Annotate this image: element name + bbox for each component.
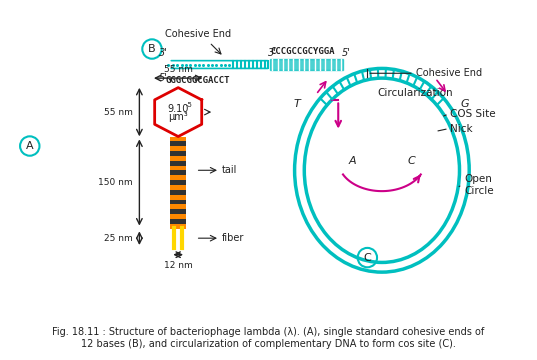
Text: 55 nm: 55 nm — [164, 65, 193, 74]
Text: 5': 5' — [159, 73, 168, 83]
Text: Open
Circle: Open Circle — [465, 174, 494, 195]
Text: C: C — [407, 156, 415, 166]
Text: μm³: μm³ — [168, 112, 188, 122]
Text: Fig. 18.11 : Structure of bacteriophage lambda (λ). (A), single standard cohesiv: Fig. 18.11 : Structure of bacteriophage … — [52, 328, 484, 349]
Text: A: A — [26, 141, 34, 151]
Text: 3': 3' — [268, 48, 277, 58]
Bar — [170, 209, 186, 214]
Text: 12 nm: 12 nm — [164, 261, 193, 270]
Bar — [170, 175, 186, 180]
Text: B: B — [148, 44, 156, 54]
Text: 3': 3' — [159, 48, 168, 58]
Text: G: G — [460, 99, 469, 109]
Text: Cohesive End: Cohesive End — [416, 68, 482, 78]
Bar — [170, 171, 186, 175]
Text: GGGCGGCGACCT: GGGCGGCGACCT — [165, 76, 230, 85]
Bar — [170, 185, 186, 190]
Bar — [170, 136, 186, 141]
Bar — [170, 224, 186, 229]
Text: 9.10: 9.10 — [168, 104, 189, 114]
Text: Circularization: Circularization — [377, 88, 453, 98]
Text: fiber: fiber — [222, 233, 244, 243]
Text: 25 nm: 25 nm — [104, 234, 133, 243]
Text: tail: tail — [222, 165, 237, 175]
Bar — [170, 141, 186, 146]
Bar — [170, 166, 186, 171]
Bar — [170, 219, 186, 224]
Bar — [170, 190, 186, 195]
Bar — [170, 146, 186, 151]
Text: C: C — [364, 253, 371, 262]
Bar — [170, 199, 186, 204]
Text: -5: -5 — [186, 102, 193, 108]
Text: 150 nm: 150 nm — [98, 178, 133, 187]
Text: Cohesive End: Cohesive End — [165, 29, 231, 39]
Bar — [170, 161, 186, 166]
Bar — [170, 180, 186, 185]
FancyBboxPatch shape — [270, 59, 343, 70]
Text: CCCGCCGCYGGA: CCCGCCGCYGGA — [270, 47, 335, 56]
Text: T: T — [293, 99, 300, 109]
Bar — [170, 204, 186, 209]
Bar — [170, 214, 186, 219]
Text: 5': 5' — [342, 48, 351, 58]
Text: A: A — [349, 156, 357, 166]
Bar — [170, 151, 186, 156]
Bar — [170, 195, 186, 199]
Bar — [170, 156, 186, 161]
Text: COS Site: COS Site — [450, 109, 496, 119]
Text: 55 nm: 55 nm — [104, 108, 133, 117]
Text: Nick: Nick — [450, 123, 473, 134]
